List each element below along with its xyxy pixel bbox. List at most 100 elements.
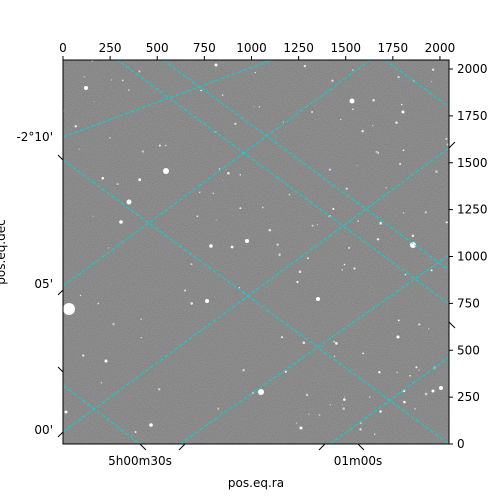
star: [92, 215, 94, 217]
star: [385, 186, 387, 189]
star: [424, 392, 428, 396]
grid-line: [63, 147, 449, 433]
ra-tick-mark: [318, 443, 326, 451]
star: [104, 359, 108, 363]
star: [316, 297, 320, 301]
star-field: [63, 60, 449, 435]
x-tick-label: 1750: [378, 41, 409, 55]
star: [242, 369, 245, 372]
x-tick-label: 750: [193, 41, 216, 55]
star: [403, 400, 406, 404]
ra-tick-label: 01m00s: [334, 454, 382, 468]
plot-frame: [62, 59, 450, 445]
grid-line: [63, 159, 449, 444]
dec-tick-label: 00': [34, 423, 53, 437]
star: [414, 407, 416, 410]
star: [230, 245, 234, 249]
x-tick-label: 250: [99, 41, 122, 55]
star: [238, 287, 241, 289]
star: [430, 269, 433, 272]
star: [311, 111, 314, 113]
star: [376, 238, 380, 241]
star: [379, 221, 382, 225]
star: [78, 148, 81, 150]
grid-line: [384, 60, 449, 108]
star: [239, 207, 242, 210]
y-tick-label: 500: [457, 343, 480, 357]
star: [372, 125, 374, 127]
ra-tick-mark: [357, 443, 365, 451]
star: [112, 322, 115, 326]
x-tick-label: 1000: [236, 41, 267, 55]
star: [82, 354, 85, 357]
star: [305, 393, 309, 397]
star: [128, 89, 130, 91]
star: [418, 369, 420, 371]
star: [100, 381, 103, 384]
y-tick-label: 250: [457, 390, 480, 404]
star: [345, 187, 348, 190]
star: [253, 106, 255, 108]
star: [375, 150, 379, 154]
dec-tick-label: 05': [34, 277, 53, 291]
dec-tick-mark: [57, 154, 64, 161]
star: [109, 137, 111, 139]
star: [341, 404, 344, 406]
star: [200, 89, 202, 92]
star: [254, 72, 256, 74]
y-tick-label: 1500: [457, 156, 488, 170]
y-tick-label: 750: [457, 296, 480, 310]
star: [141, 150, 145, 153]
star: [282, 121, 285, 123]
coordinate-grid: [63, 60, 449, 444]
star: [227, 171, 230, 175]
star: [435, 170, 438, 174]
star: [352, 69, 354, 71]
star: [424, 211, 427, 214]
star: [418, 323, 421, 326]
dec-tick-label: -2°10': [16, 130, 53, 144]
y-tick-label: 0: [457, 437, 465, 451]
star: [138, 178, 142, 182]
star: [149, 423, 153, 427]
star: [205, 299, 209, 303]
star: [372, 98, 375, 102]
x-tick-label: 2000: [425, 41, 456, 55]
star: [138, 70, 141, 73]
ra-tick-mark: [178, 443, 186, 451]
star: [333, 340, 336, 343]
star: [341, 269, 343, 271]
ra-tick-mark: [139, 443, 147, 451]
star: [347, 246, 351, 250]
star: [190, 263, 193, 266]
star: [218, 168, 221, 170]
star: [361, 129, 364, 133]
star: [217, 407, 220, 410]
top-pixel-axis: 0 250 500 750 1000 1250 1500 1750 2000: [59, 41, 455, 60]
star: [332, 207, 335, 211]
star: [221, 94, 224, 96]
grid-line: [63, 384, 141, 444]
star: [411, 234, 415, 238]
star: [288, 193, 291, 196]
y-tick-label: 1000: [457, 250, 488, 264]
star: [119, 220, 123, 224]
star: [258, 389, 264, 395]
star: [378, 371, 381, 374]
star: [379, 410, 382, 413]
star: [284, 370, 287, 373]
star: [359, 422, 362, 425]
star: [108, 247, 110, 249]
star: [331, 79, 334, 82]
star: [268, 228, 272, 232]
star: [163, 168, 169, 174]
star: [340, 118, 342, 121]
star: [63, 303, 75, 315]
star: [357, 220, 359, 222]
star: [209, 244, 213, 248]
grid-line: [63, 60, 372, 287]
star: [158, 144, 161, 147]
star: [328, 168, 332, 171]
star: [428, 328, 430, 330]
